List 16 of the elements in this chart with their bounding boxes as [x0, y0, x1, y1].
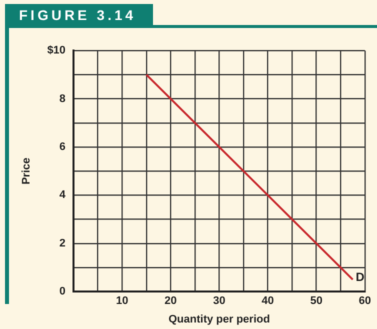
x-tick-label: 30 — [213, 295, 226, 308]
y-tick-label: 8 — [59, 92, 66, 105]
annotation: D — [356, 270, 365, 284]
x-tick-label: 20 — [164, 295, 177, 308]
y-axis-title: Price — [20, 158, 33, 185]
x-tick-label: 50 — [310, 295, 322, 308]
y-tick-label: 4 — [59, 189, 66, 202]
y-tick-label: 6 — [59, 141, 66, 154]
chart-title: FIGURE 3.14 — [5, 4, 153, 26]
x-axis-title: Quantity per period — [168, 313, 270, 326]
y-tick-label: 2 — [59, 237, 66, 250]
y-tick-label: $10 — [47, 44, 66, 57]
x-tick-label: 60 — [358, 295, 372, 308]
y-tick-label: 0 — [59, 286, 66, 298]
x-tick-label: 10 — [116, 295, 128, 308]
x-tick-label: 40 — [262, 295, 274, 308]
